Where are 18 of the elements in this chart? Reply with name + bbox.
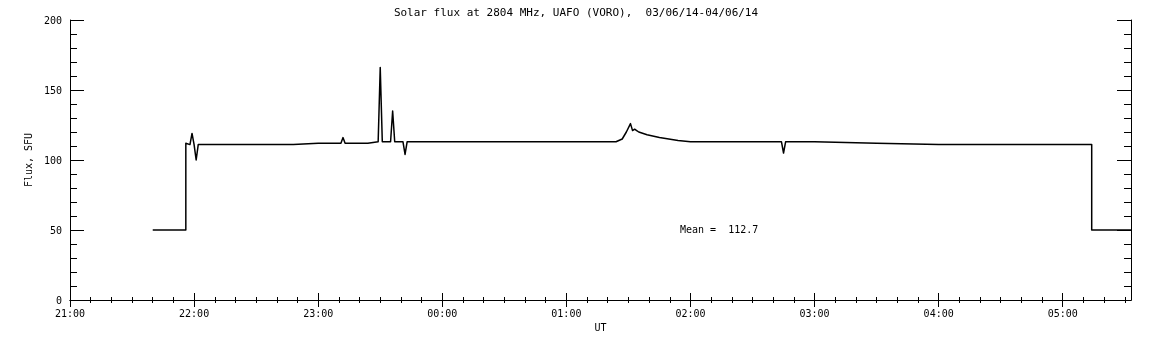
y-tick-label: 100 xyxy=(43,154,62,166)
x-axis-title: UT xyxy=(594,322,607,334)
y-tick-label: 50 xyxy=(49,224,62,236)
annotation: Mean = 112.7 xyxy=(680,223,759,235)
x-tick-label: 22:00 xyxy=(179,307,210,319)
x-tick-label: 04:00 xyxy=(923,307,954,319)
x-tick-label: 23:00 xyxy=(303,307,334,319)
x-tick-label: 00:00 xyxy=(427,307,458,319)
y-axis-title: Flux, SFU xyxy=(22,132,34,188)
x-tick-label: 21:00 xyxy=(54,307,86,319)
x-tick-label: 03:00 xyxy=(799,307,830,319)
x-tick-label: 01:00 xyxy=(551,307,582,319)
x-tick-label: 05:00 xyxy=(1047,307,1078,319)
x-tick-label: 02:00 xyxy=(675,307,706,319)
y-tick-label: 150 xyxy=(43,84,62,96)
chart-title: Solar flux at 2804 MHz, UAFO (VORO), 03/06/14-04/06/14 xyxy=(393,6,759,19)
y-tick-label: 200 xyxy=(43,14,62,26)
y-tick-label: 0 xyxy=(55,294,62,306)
